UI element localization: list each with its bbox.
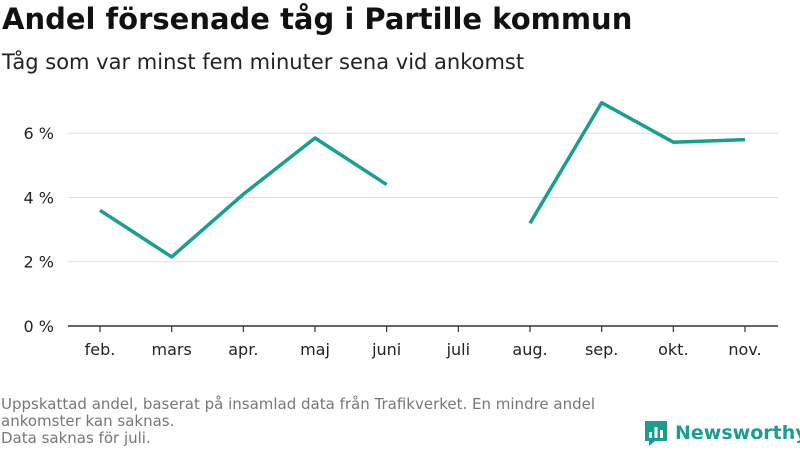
chart-title: Andel försenade tåg i Partille kommun bbox=[2, 2, 633, 36]
grid-lines bbox=[68, 132, 778, 263]
bar-chart-logo-icon bbox=[645, 421, 667, 446]
x-axis bbox=[68, 325, 778, 332]
series-line-segment bbox=[99, 136, 388, 259]
footer-notes: Uppskattad andel, baserat på insamlad da… bbox=[1, 396, 641, 447]
x-tick-label: juli bbox=[446, 340, 470, 359]
x-tick-label: okt. bbox=[658, 340, 688, 359]
brand-name: Newsworthy bbox=[675, 422, 800, 444]
x-tick-label: sep. bbox=[585, 340, 618, 359]
y-tick-label: 2 % bbox=[24, 253, 54, 272]
x-tick-label: mars bbox=[152, 340, 192, 359]
footer-note-missing: Data saknas för juli. bbox=[1, 429, 151, 447]
series-line-segment bbox=[528, 100, 746, 225]
line-chart: 0 % 2 % 4 % 6 % feb. mars apr. maj juni juli aug.… bbox=[24, 100, 778, 359]
x-tick-label: juni bbox=[371, 340, 401, 359]
x-tick-label: maj bbox=[300, 340, 330, 359]
chart-subtitle: Tåg som var minst fem minuter sena vid a… bbox=[2, 50, 525, 74]
y-tick-label: 6 % bbox=[24, 124, 54, 143]
x-tick-label: aug. bbox=[512, 340, 547, 359]
x-tick-label: nov. bbox=[728, 340, 761, 359]
footer-note-source: Uppskattad andel, baserat på insamlad da… bbox=[1, 395, 596, 430]
y-tick-label: 0 % bbox=[24, 317, 54, 336]
brand-logo: Newsworthy bbox=[643, 418, 800, 448]
series-lines bbox=[99, 100, 746, 259]
y-tick-label: 4 % bbox=[24, 188, 54, 207]
x-tick-label: feb. bbox=[85, 340, 116, 359]
x-tick-label: apr. bbox=[228, 340, 258, 359]
x-axis-tick-labels: feb. mars apr. maj juni juli aug. sep. okt. nov. bbox=[85, 340, 762, 359]
y-axis-tick-labels: 0 % 2 % 4 % 6 % bbox=[24, 124, 54, 336]
